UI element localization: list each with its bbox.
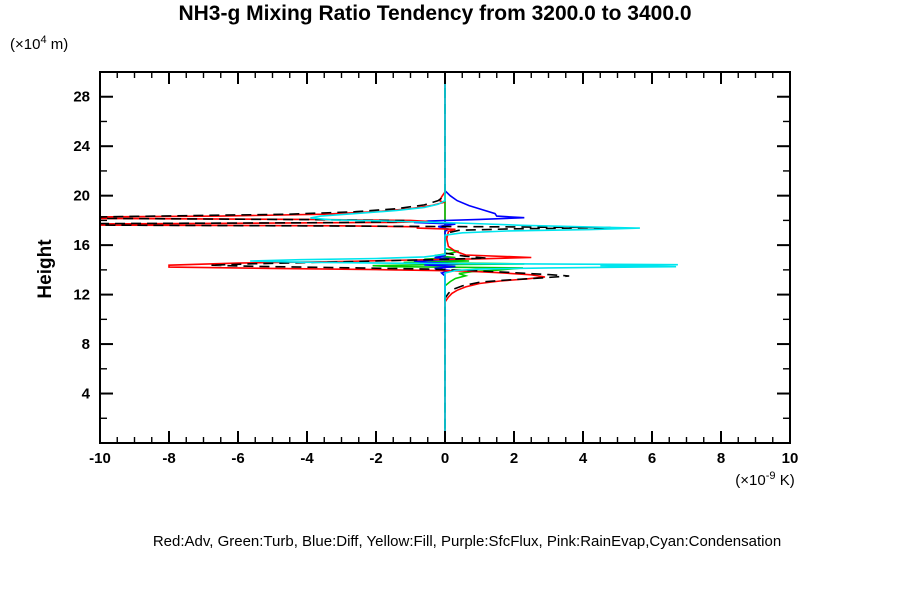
x-tick-label: -10 bbox=[89, 450, 111, 467]
x-tick-label: 10 bbox=[782, 450, 799, 467]
legend-caption: Red:Adv, Green:Turb, Blue:Diff, Yellow:F… bbox=[152, 533, 782, 550]
series-condensation-line bbox=[250, 72, 678, 443]
x-tick-label: -6 bbox=[231, 450, 244, 467]
x-tick-label: -4 bbox=[300, 450, 314, 467]
x-tick-label: 4 bbox=[579, 450, 588, 467]
y-tick-label: 24 bbox=[73, 138, 90, 155]
x-tick-label: 8 bbox=[717, 450, 725, 467]
chart-title: NH3-g Mixing Ratio Tendency from 3200.0 … bbox=[178, 2, 692, 25]
y-axis-unit-label: (×104 m) bbox=[10, 34, 69, 53]
x-tick-label: 0 bbox=[441, 450, 449, 467]
y-tick-label: 12 bbox=[73, 287, 90, 304]
series-total-line bbox=[99, 72, 611, 443]
x-tick-label: -2 bbox=[369, 450, 382, 467]
y-tick-label: 16 bbox=[73, 237, 90, 254]
x-tick-label: 2 bbox=[510, 450, 518, 467]
x-tick-label: 6 bbox=[648, 450, 656, 467]
y-tick-label: 28 bbox=[73, 89, 90, 106]
x-tick-label: -8 bbox=[162, 450, 175, 467]
y-tick-label: 20 bbox=[73, 188, 90, 205]
y-tick-label: 4 bbox=[82, 386, 91, 403]
y-tick-label: 8 bbox=[82, 336, 90, 353]
x-axis-unit-label: (×10-9 K) bbox=[735, 470, 795, 489]
series-adv-line bbox=[99, 72, 546, 443]
